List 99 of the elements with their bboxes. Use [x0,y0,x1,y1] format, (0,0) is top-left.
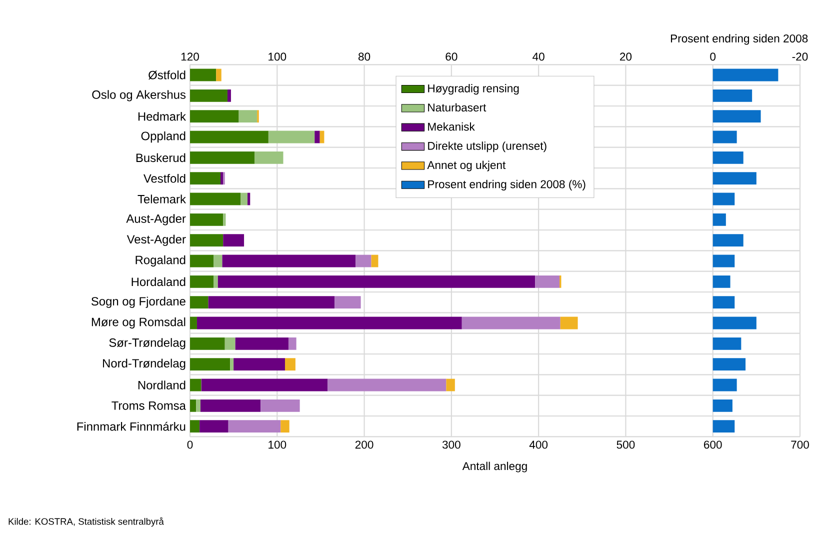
bar [196,400,200,412]
bar [230,358,234,371]
y-tick-label: Sør-Trøndelag [109,338,186,350]
x2-tick-label: -20 [792,52,808,61]
bar [235,338,288,350]
bar [190,254,214,268]
x-tick-label: 100 [268,440,286,449]
y-tick-label: Østfold [148,70,186,80]
bar [446,378,455,392]
x2-tick-label: 0 [710,52,716,61]
bar [190,420,200,433]
y-tick-label: Buskerud [136,153,186,162]
x-tick-label: 600 [704,440,722,449]
x2-axis-title: Prosent endring siden 2008 [670,34,808,45]
y-tick-label: Vest-Agder [126,234,186,246]
bar [560,316,578,330]
bar [234,358,285,371]
bar [328,378,446,392]
x-tick-label: 700 [791,440,809,449]
y-tick-label: Nord-Trøndelag [103,358,186,370]
y-tick-label: Rogaland [136,256,186,267]
bar [223,234,244,247]
y-tick-label: Telemark [138,194,186,204]
bar [190,276,214,288]
bar [535,276,560,288]
bar [190,400,196,412]
bar [248,192,250,206]
bar [190,130,268,144]
bar [190,152,254,164]
bar [462,316,560,330]
bar [222,254,356,268]
y-tick-label: Vestfold [144,174,186,183]
x2-tick-label: 60 [446,52,458,61]
bar [254,152,284,164]
y-tick-label: Hedmark [138,112,186,121]
y-tick-label: Nordland [138,380,186,390]
x2-tick-label: 20 [620,52,632,61]
x2-tick-label: 120 [181,52,199,61]
legend-label: Prosent endring siden 2008 (%) [428,180,586,191]
legend-label: Mekanisk [428,122,475,131]
x-tick-label: 400 [529,440,548,449]
bar [190,296,208,309]
y-tick-label: Oslo og Akershus [92,90,186,102]
bar [224,338,236,350]
bar [190,192,241,206]
bar [227,90,231,102]
x2-tick-label: 100 [268,52,286,61]
y-tick-label: Aust-Agder [126,214,186,226]
bar [190,358,230,371]
legend-label: Annet og ukjent [427,160,506,172]
y-tick-label: Hordaland [132,277,186,286]
x2-tick-label: 40 [532,52,544,61]
bar [190,338,225,350]
bar [314,130,320,144]
bar [196,316,462,330]
x-tick-label: 500 [616,440,635,449]
bar [201,378,328,392]
bar [190,316,197,330]
y-tick-label: Oppland [141,132,186,143]
y-tick-label: Troms Romsa [112,402,186,410]
x-axis-title: Antall anlegg [462,462,527,472]
bar [334,296,361,309]
bar [240,192,248,206]
bar [260,400,300,412]
bar [284,358,296,371]
y-tick-label: Møre og Romsdal [92,318,186,329]
y-tick-label: Sogn og Fjordane [91,296,186,308]
bar [208,296,335,309]
bar [218,276,536,288]
x-tick-label: 300 [442,440,460,449]
bar [190,214,224,226]
bar [200,400,261,412]
x2-tick-label: 80 [358,52,370,61]
x-tick-label: 0 [187,440,193,449]
bar [190,378,202,392]
bar [280,420,290,433]
bar [223,214,226,226]
legend-label: Direkte utslipp (urenset) [428,142,546,152]
bar [190,110,239,123]
bar [190,90,228,102]
text: Kilde: KOSTRA, Statistisk sentralbyrå [8,517,164,527]
bar [371,254,378,268]
bar [268,130,315,144]
y-tick-label: Finnmark Finnmárku [77,422,186,431]
bar [214,254,222,268]
x-tick-label: 200 [355,440,374,449]
bar [214,276,218,288]
bar [228,420,281,433]
bar [216,68,222,82]
bar [190,172,221,185]
bar [190,234,224,247]
bar [238,110,258,123]
legend-label: Naturbasert [428,103,486,112]
bar [356,254,372,268]
bar [288,338,296,350]
bar [220,172,224,185]
bar [190,68,216,82]
bar [200,420,228,433]
legend-label: Høygradig rensing [428,84,519,95]
